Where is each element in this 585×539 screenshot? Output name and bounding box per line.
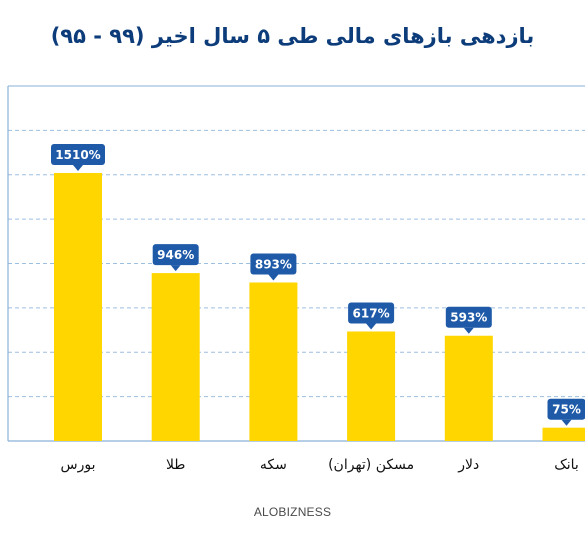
watermark: ALOBIZNESS	[253, 505, 332, 519]
bar-4	[347, 331, 396, 441]
data-label-5: 593%	[445, 306, 492, 334]
bar-2	[151, 273, 200, 441]
data-label-text: 946%	[157, 248, 194, 262]
bar-1	[54, 172, 102, 441]
bar-3	[249, 282, 298, 441]
data-label-pointer	[366, 323, 377, 330]
data-label-box	[445, 306, 492, 328]
category-label-6: بانک	[554, 457, 579, 473]
data-label-3: 893%	[250, 253, 297, 281]
data-label-box	[51, 143, 105, 165]
data-label-2: 946%	[152, 244, 199, 272]
category-labels: بورس طلا سکه مسکن (تهران) دلار بانک	[61, 457, 579, 473]
data-label-text: 1510%	[55, 148, 100, 162]
data-label-box	[348, 302, 395, 324]
data-label-pointer	[268, 274, 279, 281]
bar-6	[542, 427, 585, 441]
category-label-4: مسکن (تهران)	[328, 457, 414, 473]
data-label-box	[547, 398, 585, 420]
bar-5	[444, 335, 493, 441]
data-label-4: 617%	[348, 302, 395, 330]
data-labels: 1510% 946% 893% 617% 593% 75%	[51, 143, 585, 426]
chart-title: بازدهی بازهای مالی طی ۵ سال اخیر (۹۹ - ۹…	[50, 24, 535, 48]
category-label-3: سکه	[260, 457, 287, 473]
data-label-text: 893%	[255, 257, 292, 271]
data-label-text: 593%	[450, 311, 487, 325]
data-label-pointer	[463, 327, 474, 334]
category-label-2: طلا	[166, 457, 186, 473]
data-label-box	[152, 244, 199, 266]
category-label-1: بورس	[61, 457, 96, 473]
data-label-box	[250, 253, 297, 275]
data-label-1: 1510%	[51, 143, 105, 171]
category-label-5: دلار	[457, 457, 479, 473]
data-label-pointer	[561, 419, 572, 426]
data-label-text: 617%	[353, 306, 390, 320]
data-label-6: 75%	[547, 398, 585, 426]
data-label-pointer	[73, 164, 83, 171]
data-label-pointer	[170, 265, 181, 272]
bars	[54, 172, 585, 441]
data-label-text: 75%	[552, 403, 581, 417]
